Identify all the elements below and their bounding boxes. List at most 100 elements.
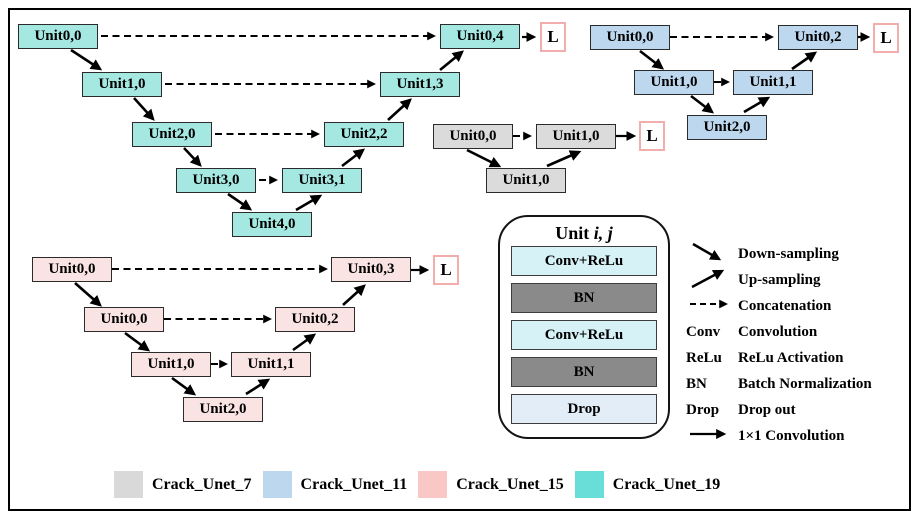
legend-abbr: ReLu [686,349,722,366]
conv1x1-arrow-icon [686,421,738,452]
up-sampling-arrow [245,378,271,396]
node-unet15-unit0-2: Unit0,2 [275,307,355,332]
color-legend: Crack_Unet_7 Crack_Unet_11 Crack_Unet_15… [114,471,720,498]
crack-unet-19-label: Crack_Unet_19 [612,475,721,493]
layer-conv-relu-2: Conv+ReLu [511,320,657,350]
up-sampling-arrow-icon [686,265,738,296]
down-sampling-arrow [171,376,197,396]
down-sampling-arrow [70,48,103,71]
layer-conv-relu-1: Conv+ReLu [511,246,657,276]
unit-legend-title: Unit i, j [511,220,657,246]
node-unet7-unit1-0-top: Unit1,0 [536,124,616,149]
unit-structure-legend: Unit i, j Conv+ReLu BN Conv+ReLu BN Drop [498,215,670,439]
legend-label: Down-sampling [738,245,839,262]
legend-row-down-sampling: Down-sampling [686,241,902,267]
crack-unet-7-label: Crack_Unet_7 [152,475,252,493]
layer-bn-1: BN [511,283,657,313]
node-unet19-unit3-1: Unit3,1 [282,168,362,193]
legend-item-crack-unet-19: Crack_Unet_19 [574,471,721,498]
legend-label: Batch Normalization [738,375,872,392]
unet11-arrows [639,32,871,114]
legend-row-concatenation: Concatenation [686,293,902,319]
node-unet7-unit0-0: Unit0,0 [433,124,513,149]
legend-item-crack-unet-15: Crack_Unet_15 [418,471,564,498]
node-unet15-unit1-1: Unit1,1 [231,352,311,377]
unit-title-i: i, [593,223,604,243]
node-unet11-unit0-0: Unit0,0 [590,25,670,50]
node-unet19-unit2-2: Unit2,2 [324,122,404,147]
unit-title-j: j [607,223,613,243]
down-sampling-arrow [74,282,102,307]
down-sampling-arrow [466,148,502,168]
loss-box-unet11: L [873,23,899,53]
down-sampling-arrow [183,147,202,167]
legend-row-bn: BN Batch Normalization [686,371,902,397]
legend-abbr: Drop [686,401,720,418]
node-unet11-unit1-1: Unit1,1 [733,70,813,95]
loss-box-unet19: L [540,22,566,52]
legend-label: Up-sampling [738,271,821,288]
loss-box-unet15: L [433,255,459,285]
down-sampling-arrow [639,49,665,70]
down-sampling-arrow [124,331,151,352]
unit-title-word: Unit [555,223,590,243]
legend-row-drop: Drop Drop out [686,397,902,423]
legend-label: 1×1 Convolution [738,427,845,444]
node-unet15-unit0-0-second: Unit0,0 [84,307,164,332]
down-sampling-arrow [133,97,155,121]
up-sampling-arrow [341,148,366,168]
node-unet19-unit1-3: Unit1,3 [380,72,460,97]
legend-label: Drop out [738,401,796,418]
loss-box-unet7: L [639,121,665,151]
unet19-arrows [70,31,537,212]
unet7-arrows [466,131,637,168]
node-unet15-unit2-0: Unit2,0 [183,397,263,422]
legend-label: Convolution [738,323,818,340]
up-sampling-arrow [546,150,582,168]
layer-bn-2: BN [511,357,657,387]
node-unet19-unit2-0: Unit2,0 [132,122,212,147]
up-sampling-arrow [743,96,771,114]
up-sampling-arrow [791,51,818,71]
node-unet19-unit1-0: Unit1,0 [82,72,162,97]
legend-abbr: BN [686,375,707,392]
legend-abbr: Conv [686,323,721,340]
up-sampling-arrow [342,284,366,306]
legend-row-conv1x1: 1×1 Convolution [686,423,902,449]
up-sampling-arrow [387,98,412,121]
node-unet15-unit1-0: Unit1,0 [131,352,211,377]
down-sampling-arrow [227,192,253,211]
node-unet19-unit4-0: Unit4,0 [232,212,312,237]
up-sampling-arrow [292,333,317,352]
crack-unet-11-swatch [262,471,292,498]
crack-unet-11-label: Crack_Unet_11 [300,475,408,493]
node-unet7-unit1-0-bottom: Unit1,0 [486,168,566,193]
down-sampling-arrow [690,94,715,114]
up-sampling-arrow [439,50,464,72]
legend-item-crack-unet-11: Crack_Unet_11 [262,471,408,498]
arrow-legend: Down-sampling Up-sampling Concatenation … [686,241,902,449]
legend-row-conv: Conv Convolution [686,319,902,345]
node-unet19-unit0-0: Unit0,0 [18,24,98,49]
crack-unet-19-swatch [574,471,604,498]
concatenation-arrow-icon [686,291,738,322]
legend-item-crack-unet-7: Crack_Unet_7 [114,471,252,498]
node-unet11-unit1-0: Unit1,0 [634,70,714,95]
legend-row-relu: ReLu ReLu Activation [686,345,902,371]
up-sampling-arrow [295,194,323,212]
legend-label: ReLu Activation [738,349,844,366]
node-unet19-unit3-0: Unit3,0 [176,168,256,193]
crack-unet-7-swatch [114,471,143,498]
node-unet11-unit2-0: Unit2,0 [687,115,767,140]
node-unet15-unit0-0-top: Unit0,0 [32,257,112,282]
legend-row-up-sampling: Up-sampling [686,267,902,293]
node-unet11-unit0-2: Unit0,2 [778,25,858,50]
crack-unet-15-label: Crack_Unet_15 [456,475,564,493]
legend-label: Concatenation [738,297,832,314]
node-unet19-unit0-4: Unit0,4 [440,24,520,49]
node-unet15-unit0-3: Unit0,3 [331,257,411,282]
layer-drop: Drop [511,394,657,424]
unet15-arrows [74,264,430,396]
